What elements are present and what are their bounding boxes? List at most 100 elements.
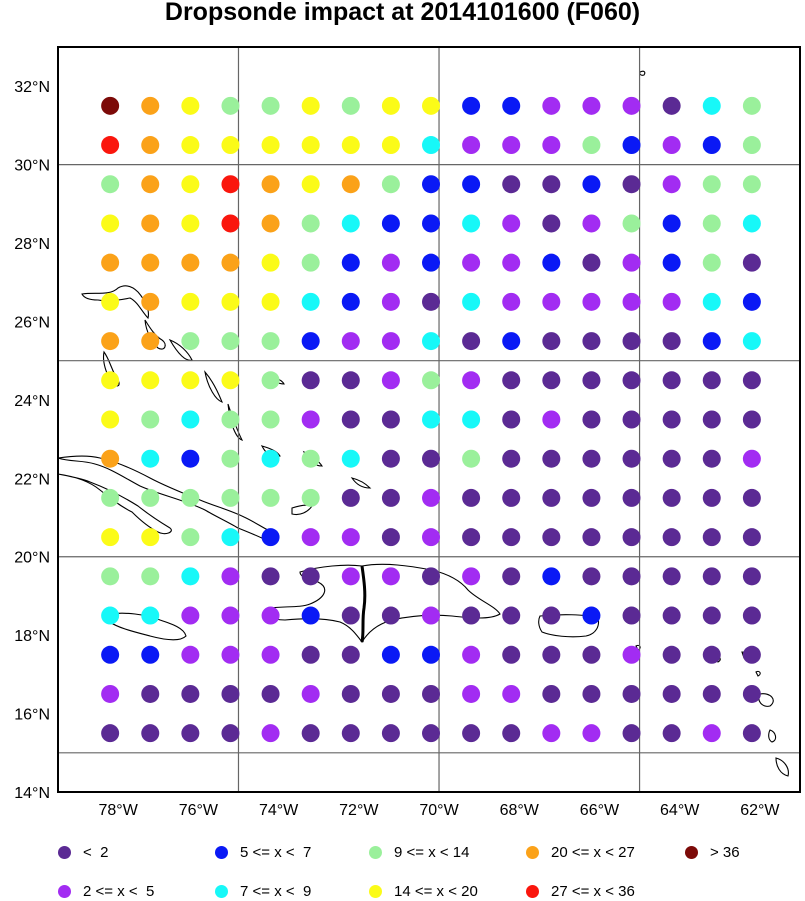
legend-item: < 2 — [58, 842, 108, 862]
impact-dot — [582, 175, 601, 194]
impact-dot — [221, 371, 240, 390]
impact-dot — [662, 449, 681, 468]
legend-swatch — [58, 884, 71, 898]
impact-dot — [702, 371, 721, 390]
impact-dot — [582, 292, 601, 311]
map-plot: 32°N 30°N 28°N 26°N 24°N 22°N 20°N 18°N 16°N 14°N… — [14, 46, 801, 819]
impact-dot — [742, 96, 761, 115]
cuba-coastline — [57, 455, 278, 542]
impact-dot — [341, 606, 360, 625]
legend-swatch — [369, 845, 382, 859]
impact-dot — [261, 96, 280, 115]
impact-dot — [422, 175, 441, 194]
impact-dot — [341, 96, 360, 115]
impact-dot — [662, 410, 681, 429]
legend-item: 5 <= x < 7 — [215, 842, 311, 862]
impact-dot — [742, 371, 761, 390]
lesser-antilles-3 — [768, 729, 777, 743]
impact-dot — [341, 724, 360, 743]
impact-dot — [181, 332, 200, 351]
impact-dot — [462, 567, 481, 586]
impact-dot — [381, 724, 400, 743]
impact-dot — [542, 175, 561, 194]
legend-label: < 2 — [83, 843, 109, 861]
impact-dot — [181, 528, 200, 547]
impact-dot — [622, 488, 641, 507]
impact-dot — [422, 449, 441, 468]
impact-dot — [381, 332, 400, 351]
impact-dot — [462, 214, 481, 233]
impact-dot — [662, 136, 681, 155]
longitude-labels: 78°W 76°W 74°W 72°W 70°W 68°W 66°W 64°W 62°W — [99, 802, 781, 819]
impact-dot — [301, 449, 320, 468]
impact-dot — [582, 528, 601, 547]
impact-dot — [261, 528, 280, 547]
impact-dot — [582, 645, 601, 664]
impact-dot — [422, 645, 441, 664]
impact-dot — [341, 684, 360, 703]
impact-dot — [582, 136, 601, 155]
impact-dot — [301, 136, 320, 155]
impact-dot — [622, 175, 641, 194]
impact-dot — [542, 136, 561, 155]
impact-dot — [622, 645, 641, 664]
legend-item: 27 <= x < 36 — [526, 881, 635, 901]
impact-dot — [662, 528, 681, 547]
latitude-tick-label: 16°N — [14, 707, 50, 724]
latitude-tick-label: 14°N — [14, 785, 50, 802]
impact-dot — [101, 175, 120, 194]
impact-dot — [462, 528, 481, 547]
impact-dot — [742, 410, 761, 429]
impact-dot — [341, 449, 360, 468]
impact-dot — [221, 528, 240, 547]
impact-dot — [622, 684, 641, 703]
longitude-tick-label: 68°W — [500, 802, 540, 819]
impact-dot — [381, 175, 400, 194]
impact-dot — [141, 214, 160, 233]
impact-dot — [141, 567, 160, 586]
impact-dot — [662, 96, 681, 115]
latitude-tick-label: 24°N — [14, 393, 50, 410]
impact-dot — [341, 292, 360, 311]
impact-dot — [101, 724, 120, 743]
impact-dot — [381, 214, 400, 233]
legend-item: 2 <= x < 5 — [58, 881, 154, 901]
impact-dot — [622, 332, 641, 351]
impact-dot — [341, 488, 360, 507]
impact-dot — [301, 528, 320, 547]
impact-dot — [181, 136, 200, 155]
legend-swatch — [58, 845, 71, 859]
impact-dot — [181, 606, 200, 625]
impact-dot — [261, 645, 280, 664]
impact-dot — [582, 724, 601, 743]
latitude-tick-label: 32°N — [14, 79, 50, 96]
impact-dot — [542, 332, 561, 351]
impact-dot — [141, 332, 160, 351]
impact-dot — [101, 96, 120, 115]
impact-dot — [101, 214, 120, 233]
impact-dot — [181, 253, 200, 272]
legend-label: 9 <= x < 14 — [394, 843, 470, 861]
impact-dot — [101, 449, 120, 468]
impact-dot — [101, 332, 120, 351]
impact-dot — [542, 371, 561, 390]
impact-dot — [221, 606, 240, 625]
impact-dot — [542, 724, 561, 743]
impact-dot — [422, 528, 441, 547]
impact-dot — [101, 567, 120, 586]
impact-dot — [341, 528, 360, 547]
impact-dot — [301, 645, 320, 664]
impact-dot — [502, 292, 521, 311]
impact-dot — [181, 292, 200, 311]
impact-dot — [542, 449, 561, 468]
impact-dot — [742, 724, 761, 743]
impact-dot — [662, 645, 681, 664]
longitude-tick-label: 70°W — [419, 802, 459, 819]
impact-dot — [181, 567, 200, 586]
impact-dot — [622, 136, 641, 155]
impact-dot — [422, 371, 441, 390]
impact-dot — [582, 96, 601, 115]
legend-swatch — [526, 845, 539, 859]
impact-dot — [422, 410, 441, 429]
impact-dot — [101, 371, 120, 390]
